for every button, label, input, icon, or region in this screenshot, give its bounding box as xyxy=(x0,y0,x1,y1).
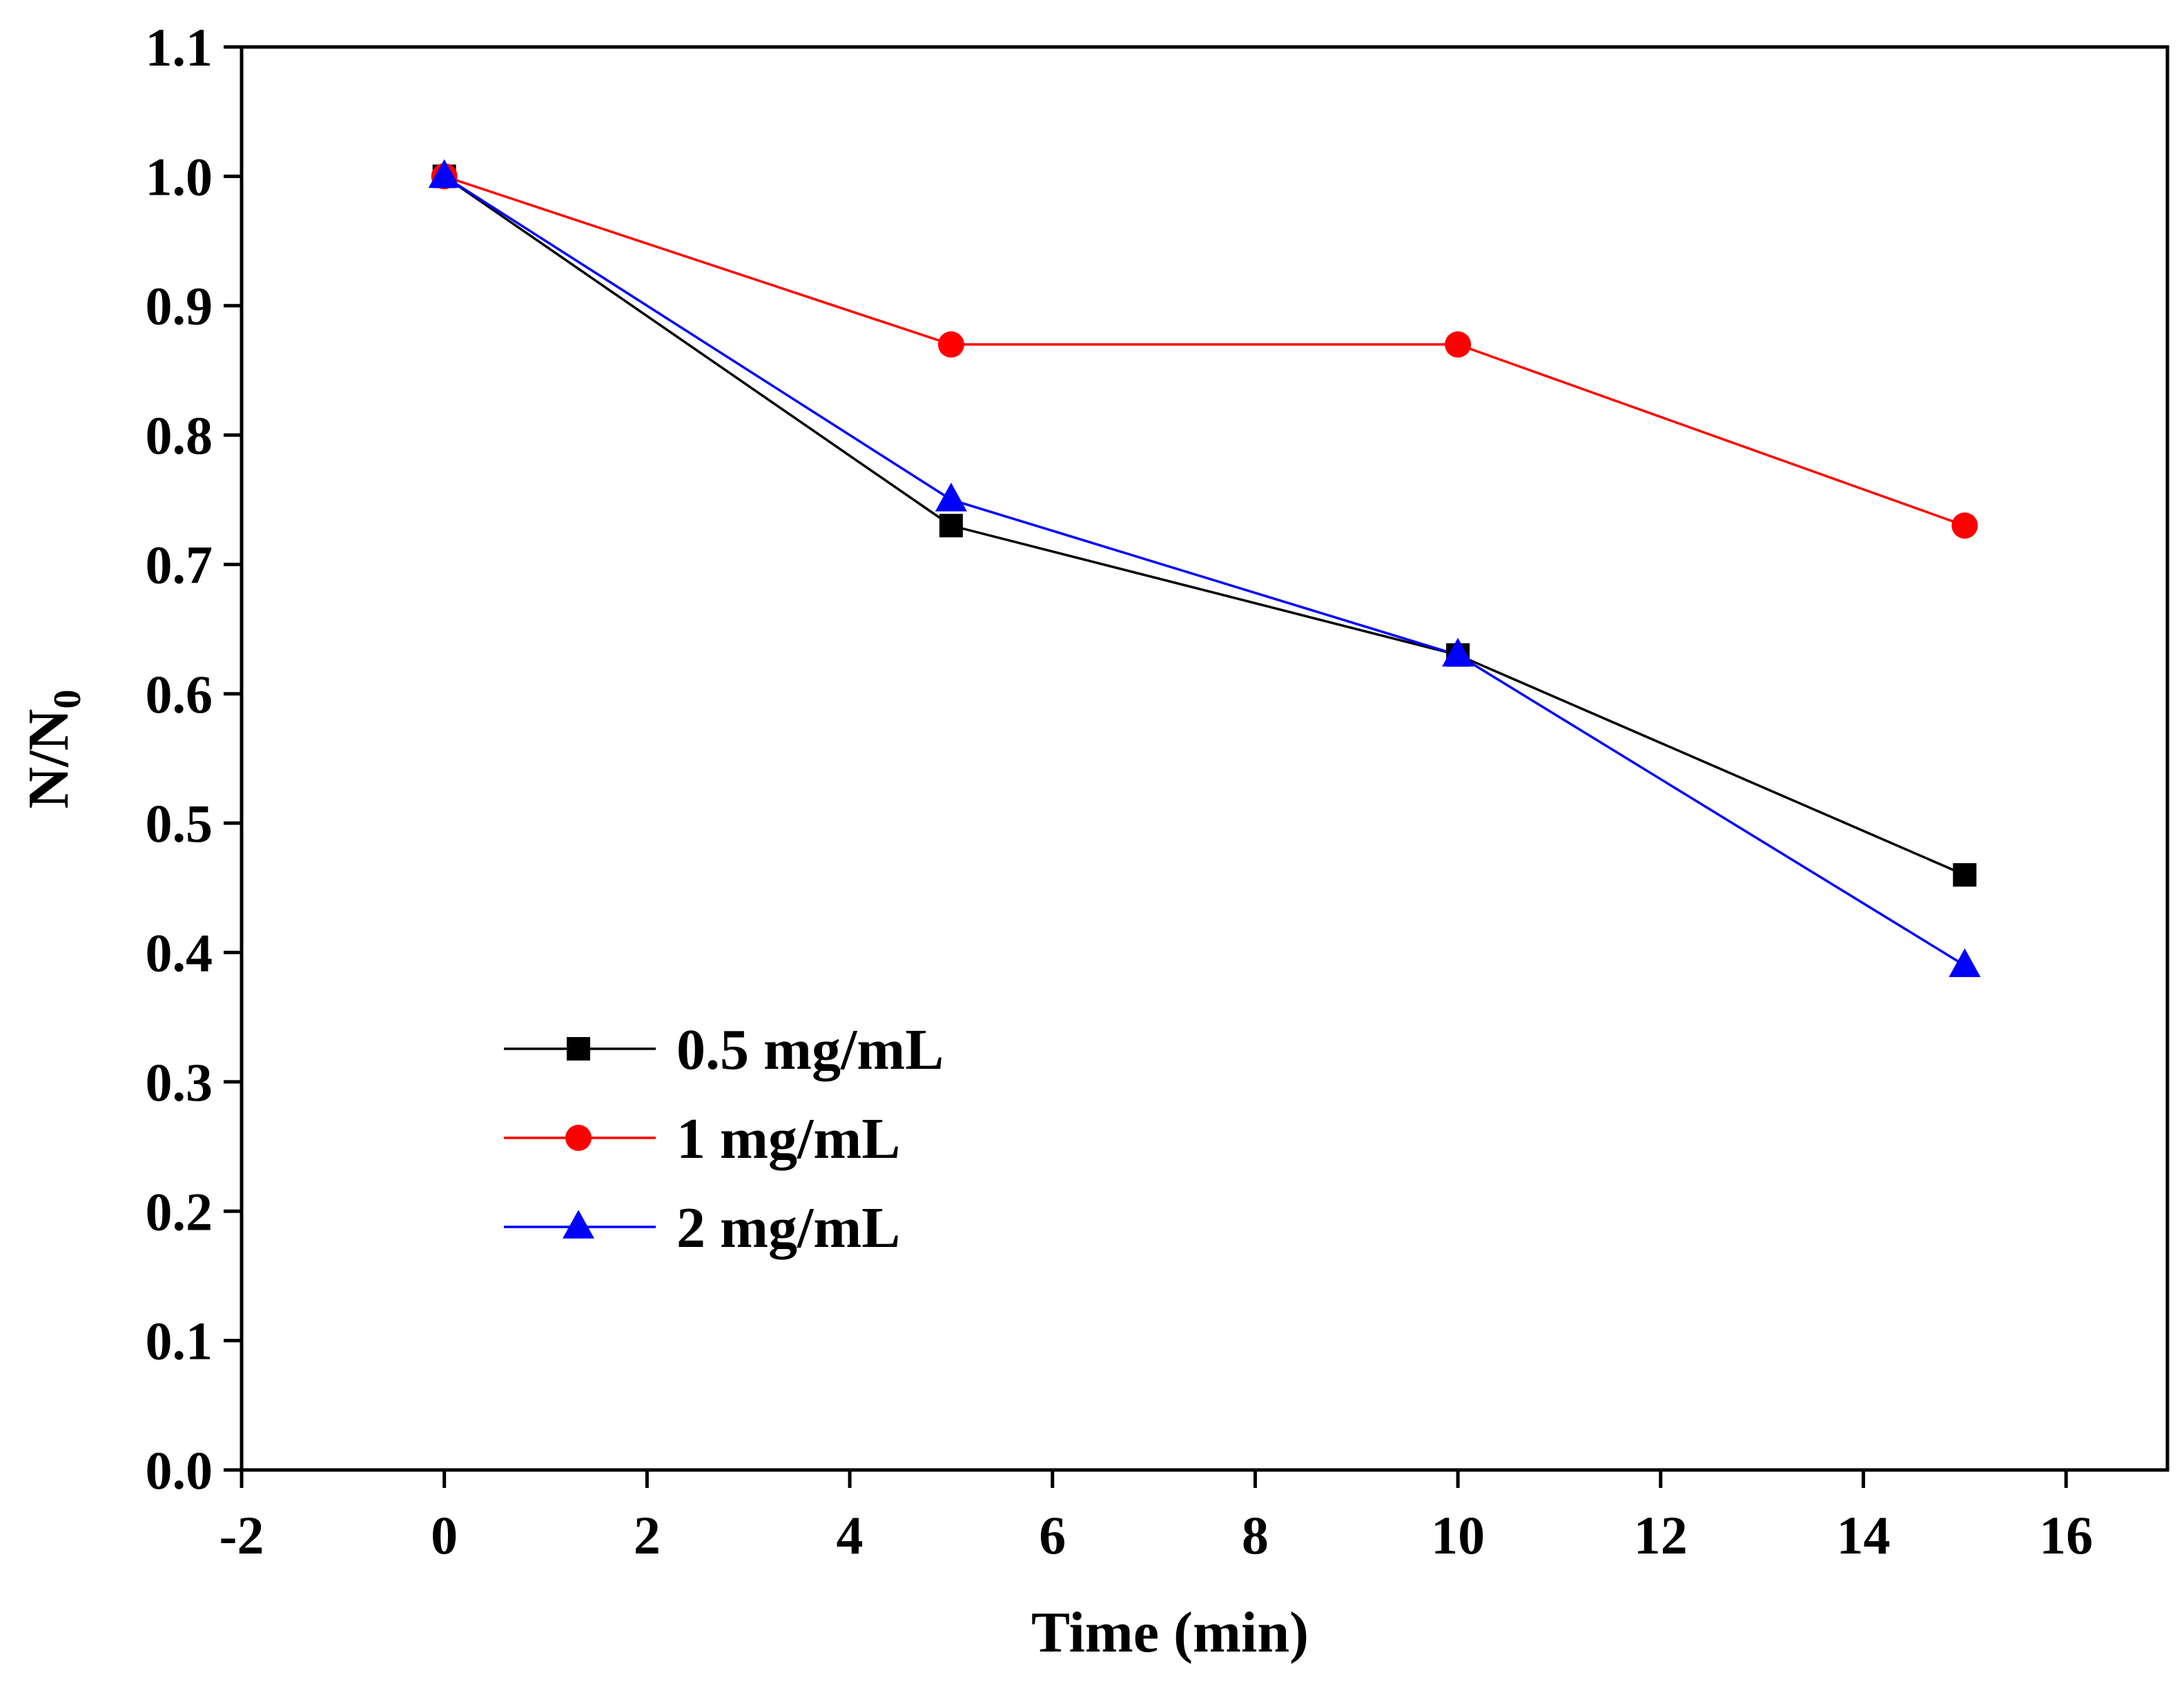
y-tick-label: 0.2 xyxy=(146,1181,213,1241)
y-axis-title-subscript: 0 xyxy=(46,690,89,709)
legend-label: 2 mg/mL xyxy=(676,1196,900,1260)
legend-entry: 0.5 mg/mL xyxy=(504,1018,944,1082)
x-tick-label: 8 xyxy=(1242,1505,1269,1565)
y-tick-label: 0.4 xyxy=(146,923,213,983)
y-tick-label: 0.5 xyxy=(146,793,213,853)
series-layer xyxy=(428,159,1981,978)
y-tick-label: 0.1 xyxy=(146,1311,213,1371)
y-tick-label: 1.0 xyxy=(146,146,213,206)
data-point-circle xyxy=(1445,331,1472,358)
data-point-circle xyxy=(1951,512,1978,539)
data-point-circle xyxy=(937,331,964,358)
x-axis-title: Time (min) xyxy=(1031,1600,1309,1665)
series-markers-2 xyxy=(428,159,1981,978)
series-line xyxy=(443,175,1966,967)
x-tick-label: -2 xyxy=(220,1505,264,1565)
x-tick-label: 10 xyxy=(1431,1505,1485,1565)
data-point-square xyxy=(939,514,963,538)
legend-label: 0.5 mg/mL xyxy=(676,1018,944,1082)
legend-marker-triangle xyxy=(563,1210,594,1239)
x-tick-label: 14 xyxy=(1836,1505,1890,1565)
y-tick-label: 0.6 xyxy=(146,664,213,724)
data-point-triangle xyxy=(935,482,967,512)
legend-entry: 1 mg/mL xyxy=(504,1107,900,1171)
x-tick-label: 16 xyxy=(2039,1505,2093,1565)
y-tick-label: 0.8 xyxy=(146,405,213,465)
legend-label: 1 mg/mL xyxy=(676,1107,900,1171)
series-markers-1 xyxy=(431,163,1978,539)
x-tick-label: 12 xyxy=(1634,1505,1688,1565)
y-tick-label: 0.0 xyxy=(146,1440,213,1500)
series-0 xyxy=(443,175,1966,876)
legend-marker-square xyxy=(567,1037,590,1061)
y-axis-title: N/N0 xyxy=(17,690,89,809)
y-tick-label: 0.7 xyxy=(146,534,213,594)
data-point-triangle xyxy=(1949,948,1981,978)
data-point-triangle xyxy=(428,159,460,188)
x-tick-label: 6 xyxy=(1039,1505,1066,1565)
data-point-triangle xyxy=(1442,637,1474,667)
y-axis-title-main: N/N xyxy=(17,709,81,809)
y-axis-ticks: 0.0 0.1 0.2 0.3 0.4 0.5 0.6 0.7 0.8 0.9 1.0 1.1 xyxy=(146,17,242,1500)
legend: 0.5 mg/mL 1 mg/mL 2 mg/mL xyxy=(504,1018,944,1260)
legend-marker-circle xyxy=(565,1125,592,1151)
x-tick-label: 0 xyxy=(431,1505,458,1565)
series-line xyxy=(443,175,1966,876)
x-tick-label: 2 xyxy=(634,1505,661,1565)
x-tick-label: 4 xyxy=(837,1505,864,1565)
data-point-square xyxy=(1953,863,1977,887)
plot-frame xyxy=(240,45,2170,1472)
y-tick-label: 1.1 xyxy=(146,17,213,77)
series-line xyxy=(444,175,1965,527)
series-2 xyxy=(443,175,1966,967)
x-axis-ticks: -2 0 2 4 6 8 10 12 14 16 xyxy=(220,1470,2093,1565)
legend-entry: 2 mg/mL xyxy=(504,1196,900,1260)
series-1 xyxy=(444,175,1965,527)
y-tick-label: 0.3 xyxy=(146,1052,213,1112)
svg-text:N/N0: N/N0 xyxy=(17,690,89,809)
y-tick-label: 0.9 xyxy=(146,276,213,336)
